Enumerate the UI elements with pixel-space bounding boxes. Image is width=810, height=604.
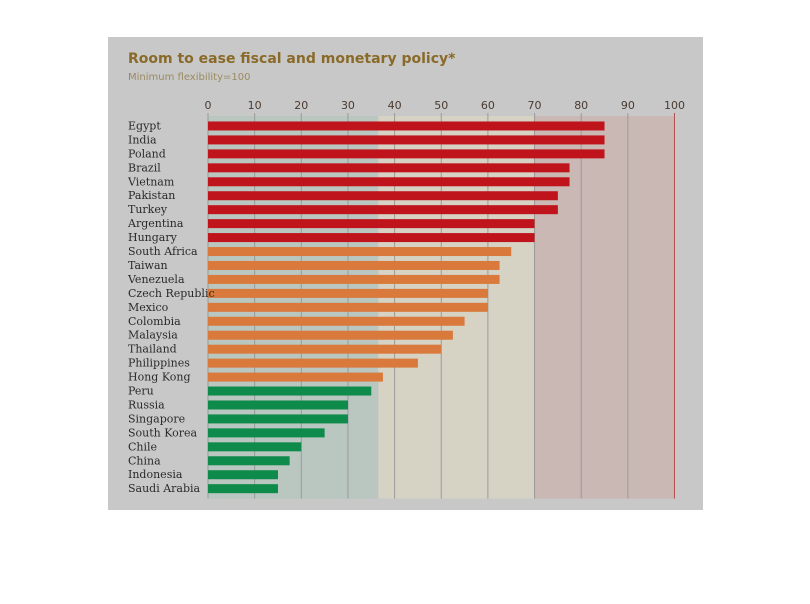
category-label: Taiwan xyxy=(128,259,168,272)
bar xyxy=(208,442,302,452)
bar xyxy=(208,470,278,480)
bar xyxy=(208,358,418,368)
x-tick-label: 20 xyxy=(294,99,308,112)
category-label: Czech Republic xyxy=(128,287,215,300)
category-label: Indonesia xyxy=(128,468,183,481)
category-label: Brazil xyxy=(128,161,161,174)
category-label: Hungary xyxy=(128,231,178,244)
category-label: South Korea xyxy=(128,426,198,439)
bar-chart: Room to ease fiscal and monetary policy*… xyxy=(127,51,685,499)
category-label: Turkey xyxy=(128,203,168,216)
category-label: Singapore xyxy=(128,412,185,425)
bar xyxy=(208,177,570,187)
category-label: Peru xyxy=(128,385,154,398)
bar xyxy=(208,302,488,312)
category-label: Russia xyxy=(128,398,165,411)
category-label: China xyxy=(128,454,161,467)
bar xyxy=(208,260,500,270)
x-tick-label: 30 xyxy=(341,99,355,112)
category-label: Saudi Arabia xyxy=(128,482,201,495)
bar xyxy=(208,247,512,257)
bar xyxy=(208,330,453,340)
bar xyxy=(208,400,348,410)
bar xyxy=(208,163,570,173)
bar xyxy=(208,191,558,201)
bar xyxy=(208,274,500,284)
category-label: Poland xyxy=(128,147,166,160)
category-label: Colombia xyxy=(128,315,181,328)
bar xyxy=(208,414,348,424)
x-tick-label: 90 xyxy=(621,99,635,112)
chart-panel: Room to ease fiscal and monetary policy*… xyxy=(108,37,703,510)
bar xyxy=(208,386,372,396)
category-label: Philippines xyxy=(128,357,190,370)
category-label: Chile xyxy=(128,440,157,453)
x-tick-label: 70 xyxy=(528,99,542,112)
x-tick-label: 40 xyxy=(388,99,402,112)
x-tick-label: 80 xyxy=(574,99,588,112)
x-tick-label: 100 xyxy=(664,99,685,112)
category-label: Thailand xyxy=(128,343,177,356)
bar xyxy=(208,135,605,145)
bar xyxy=(208,233,535,243)
category-label: Venezuela xyxy=(127,273,185,286)
bar xyxy=(208,428,325,438)
category-label: Pakistan xyxy=(128,189,175,202)
chart-subtitle: Minimum flexibility=100 xyxy=(128,72,250,83)
category-label: South Africa xyxy=(128,245,198,258)
bar xyxy=(208,456,290,466)
bar xyxy=(208,205,558,215)
x-tick-label: 10 xyxy=(248,99,262,112)
bar xyxy=(208,219,535,229)
category-label: Vietnam xyxy=(127,175,175,188)
bar xyxy=(208,344,442,354)
category-label: Egypt xyxy=(128,119,161,132)
bar xyxy=(208,316,465,326)
x-tick-label: 50 xyxy=(434,99,448,112)
bar xyxy=(208,121,605,131)
category-label: Argentina xyxy=(127,217,184,230)
chart-title: Room to ease fiscal and monetary policy* xyxy=(128,51,456,67)
bar xyxy=(208,288,488,298)
bar xyxy=(208,484,278,494)
bar xyxy=(208,372,383,382)
background-band xyxy=(534,116,675,499)
x-tick-label: 0 xyxy=(205,99,212,112)
x-tick-label: 60 xyxy=(481,99,495,112)
category-label: Mexico xyxy=(128,301,169,314)
bar xyxy=(208,149,605,159)
category-label: India xyxy=(128,133,157,146)
category-label: Malaysia xyxy=(128,329,178,342)
category-label: Hong Kong xyxy=(128,371,191,384)
